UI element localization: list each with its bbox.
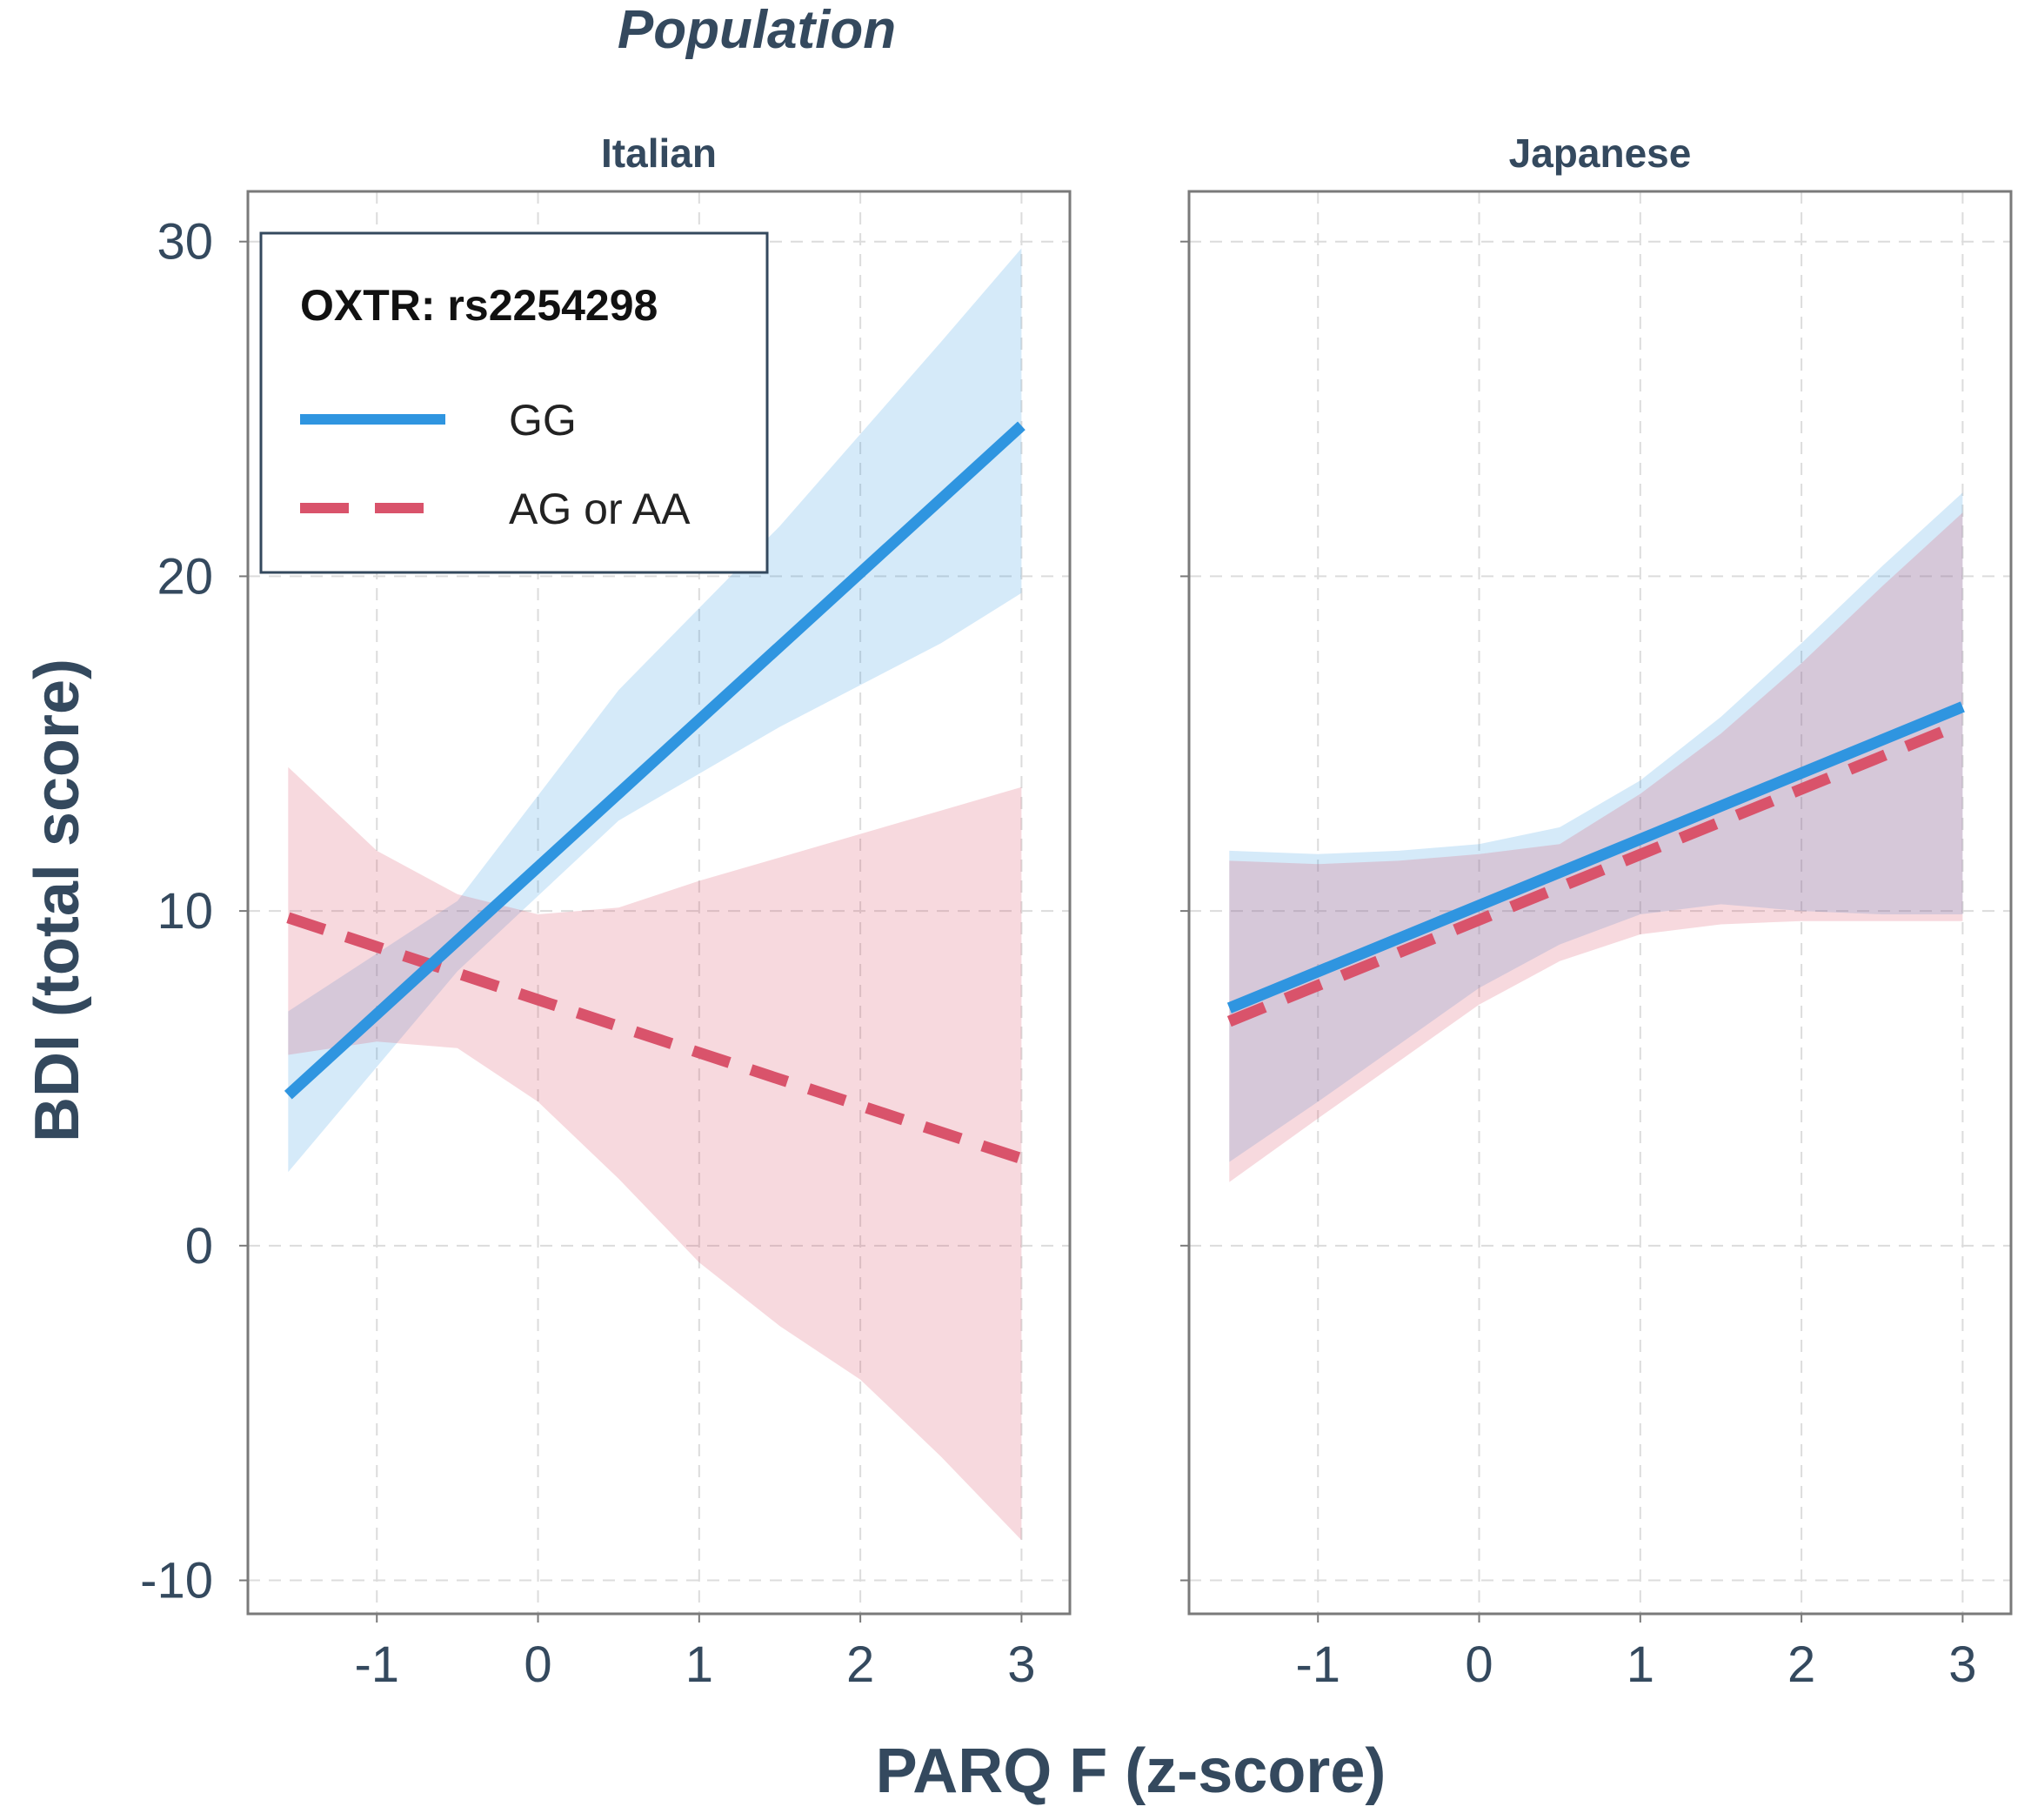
x-tick-label: -1 <box>1295 1636 1340 1693</box>
x-tick-label: 3 <box>1007 1636 1035 1693</box>
x-tick-label: 2 <box>846 1636 874 1693</box>
x-tick-label: 2 <box>1787 1636 1815 1693</box>
panel-strip-label: Japanese <box>1509 130 1692 176</box>
chart-title: Population <box>618 0 896 60</box>
panel-japanese: Japanese -1 0 1 2 3 <box>1180 130 2013 1693</box>
x-axis-title: PARQ F (z-score) <box>876 1736 1386 1806</box>
panel-strip-label: Italian <box>601 130 717 176</box>
panel-border <box>246 190 1072 1616</box>
series-line-gg <box>1226 701 1965 1014</box>
y-tick-label: 30 <box>157 214 213 271</box>
y-tick-label: 10 <box>157 883 213 940</box>
x-tick-label: 1 <box>1627 1636 1654 1693</box>
y-tick-label: -10 <box>140 1553 213 1609</box>
series-line-gg <box>284 421 1026 1100</box>
confidence-ribbon-ag-or-aa <box>1229 512 1963 1182</box>
legend: OXTR: rs2254298 GG AG or AA <box>259 231 769 574</box>
y-tick-label: 20 <box>157 548 213 605</box>
x-tick-label: -1 <box>354 1636 399 1693</box>
x-tick-label: 1 <box>685 1636 713 1693</box>
x-tick-label: 0 <box>524 1636 551 1693</box>
confidence-ribbon-gg <box>288 248 1022 1173</box>
legend-label: GG <box>509 396 577 445</box>
y-axis-title: BDI (total score) <box>23 659 92 1142</box>
panel-border <box>1187 190 2013 1616</box>
x-tick-label: 3 <box>1948 1636 1976 1693</box>
x-tick-label: 0 <box>1465 1636 1493 1693</box>
series-line-ag-or-aa <box>1226 718 1965 1027</box>
confidence-ribbon-gg <box>1229 492 1963 1162</box>
legend-title: OXTR: rs2254298 <box>300 281 658 330</box>
confidence-ribbon-ag-or-aa <box>288 766 1022 1541</box>
legend-box <box>259 231 769 574</box>
legend-label: AG or AA <box>509 485 691 533</box>
y-tick-label: 0 <box>185 1218 213 1275</box>
series-line-ag-or-aa <box>286 912 1024 1164</box>
